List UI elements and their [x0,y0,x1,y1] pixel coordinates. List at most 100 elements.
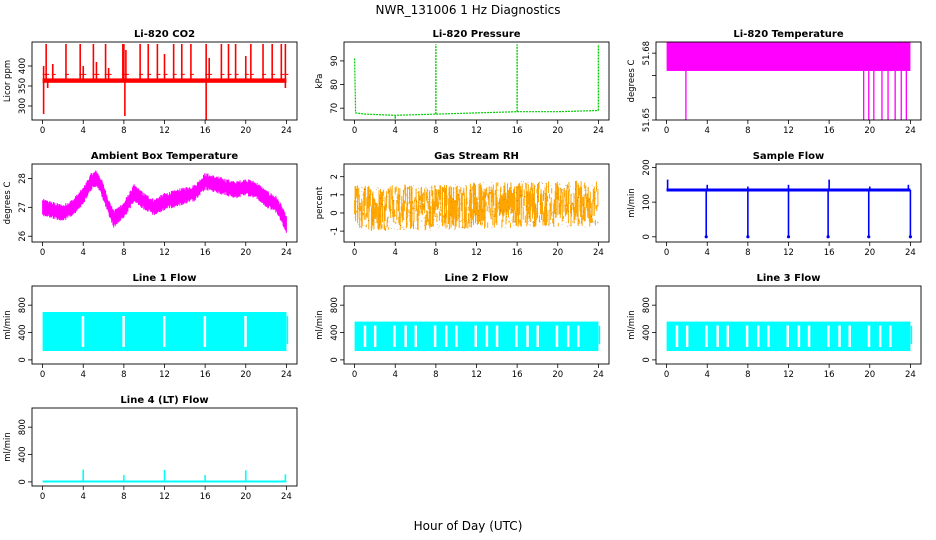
xtick-label-1: 4 [81,370,86,380]
xtick-label-0: 0 [40,126,45,136]
data-gap-12 [838,325,841,347]
panel-title: Gas Stream RH [434,151,519,162]
ytick-label-0: 300 [18,98,28,114]
spike-dot-2 [786,235,791,239]
data-gap-5 [433,325,437,347]
panel-6: Sample Flow 0 4 8 12 16 20 24 0 100 200 ml/min [627,151,922,258]
xtick-label-4: 16 [200,370,211,380]
data-gap-11 [515,325,518,347]
spike-dot-4 [867,235,871,239]
xtick-label-0: 0 [40,370,45,380]
xtick-label-0: 0 [664,126,669,136]
xtick-label-6: 24 [281,126,292,136]
data-gap-0 [81,316,85,347]
ytick-label-2: 800 [18,297,28,313]
plot-area [666,321,913,351]
xtick-label-3: 12 [471,370,482,380]
panel-title: Li-820 CO2 [134,29,195,40]
xtick-label-4: 16 [200,126,211,136]
panel-3: Li-820 Temperature 0 4 8 12 16 20 24 51.65 51.68 d… [627,29,922,136]
panel-8: Line 2 Flow 0 4 8 12 16 20 24 0 400 800 ml/min [315,273,610,380]
xtick-label-4: 16 [512,370,523,380]
data-gap-3 [203,316,207,347]
panel-title: Line 3 Flow [757,273,821,284]
panel-title: Li-820 Temperature [733,29,843,40]
xtick-label-2: 8 [745,126,750,136]
xtick-label-4: 16 [824,248,835,258]
xtick-label-2: 8 [121,248,126,258]
data-gap-2 [393,325,396,347]
xtick-label-2: 8 [433,126,438,136]
data-gap-14 [867,325,871,347]
panel-ylabel: degrees C [627,60,637,103]
panel-title: Line 4 (LT) Flow [120,395,208,406]
ytick-label-0: 0 [18,479,28,484]
data-line [354,58,599,116]
xtick-label-6: 24 [593,248,604,258]
xtick-label-2: 8 [121,370,126,380]
panel-ylabel: degrees C [3,182,13,225]
panel-2: Li-820 Pressure 0 4 8 12 16 20 24 70 80 90 kPa [315,29,610,136]
data-gap-3 [404,325,407,347]
data-gap-4 [726,325,730,347]
data-gap-10 [495,325,499,347]
data-noise [666,188,911,192]
data-gap-8 [474,325,477,347]
ytick-label-3: 2 [330,174,340,179]
xtick-label-1: 4 [81,126,86,136]
figure-title: NWR_131006 1 Hz Diagnostics [375,3,560,17]
panel-7: Line 1 Flow 0 4 8 12 16 20 24 0 400 800 ml/min [3,273,298,380]
panel-ylabel: ml/min [627,310,637,340]
data-gap-7 [767,325,770,347]
ytick-label-2: 400 [18,58,28,74]
xtick-label-6: 24 [905,126,916,136]
ytick-label-2: 90 [330,55,340,66]
panel-ylabel: ml/min [3,310,13,340]
data-line [42,170,287,233]
xtick-label-5: 20 [864,126,875,136]
data-gap-4 [414,325,418,347]
xtick-label-0: 0 [40,492,45,502]
data-gap-15 [878,325,882,347]
spike-dot-5 [908,235,913,239]
data-gap-11 [827,325,830,347]
xtick-label-3: 12 [783,248,794,258]
panel-ylabel: kPa [315,74,325,89]
plot-area [42,170,287,233]
xtick-label-5: 20 [552,370,563,380]
xtick-label-3: 12 [471,126,482,136]
panel-4: Ambient Box Temperature 0 4 8 12 16 20 24 26 27 28… [3,151,298,258]
plot-area [354,44,600,119]
xtick-label-5: 20 [864,248,875,258]
plot-area [666,42,911,120]
panel-ylabel: ml/min [315,310,325,340]
ytick-label-0: -1 [330,227,340,235]
panel-ylabel: ml/min [3,432,13,462]
xtick-label-1: 4 [393,248,398,258]
xtick-label-5: 20 [864,370,875,380]
data-gap-4 [244,316,247,347]
xtick-label-2: 8 [745,248,750,258]
data-points-edge [354,181,599,231]
spike-dot-3 [826,235,830,239]
data-gap-0 [675,325,679,347]
panel-ylabel: percent [315,186,325,219]
xtick-label-5: 20 [240,248,251,258]
data-gap-2 [705,325,708,347]
data-gap-7 [455,325,458,347]
xtick-label-4: 16 [512,248,523,258]
data-gap-9 [797,325,801,347]
xtick-label-2: 8 [433,370,438,380]
plot-area [354,321,601,351]
xtick-label-3: 12 [159,492,170,502]
spike-dot-0 [704,235,708,239]
xtick-label-1: 4 [393,126,398,136]
xtick-label-4: 16 [200,248,211,258]
ytick-label-1: 0 [330,210,340,215]
panel-ylabel: Licor ppm [3,60,13,102]
data-gap-13 [848,325,851,347]
data-gap-2 [162,316,166,347]
ytick-label-0: 0 [330,357,340,362]
ytick-label-0: 0 [642,357,652,362]
